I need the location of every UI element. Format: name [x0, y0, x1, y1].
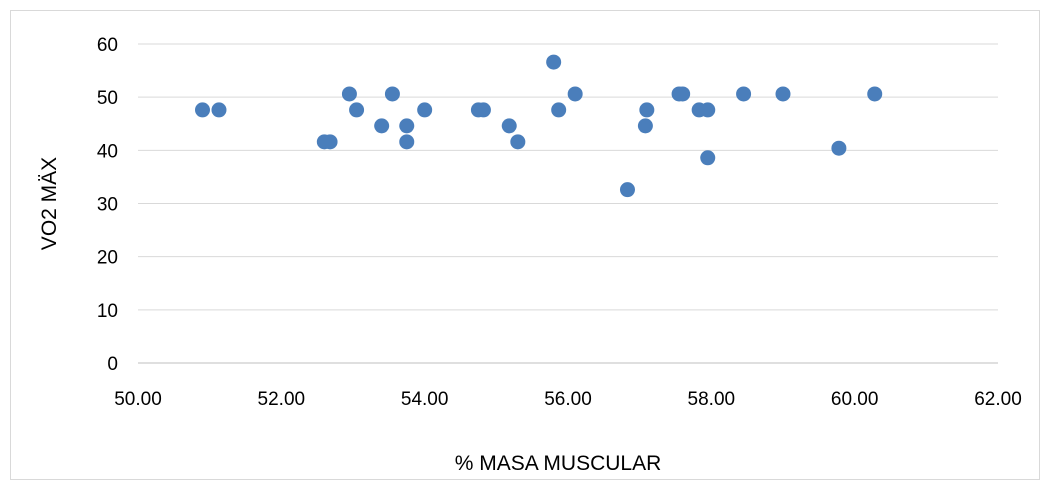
data-point-18: [619, 182, 635, 198]
x-axis-tick-labels: 50.00 52.00 54.00 56.00 58.00 60.00 62.00: [114, 389, 1022, 410]
data-point-12: [475, 102, 491, 118]
data-point-17: [567, 86, 583, 102]
x-axis-title: % MASA MUSCULAR: [455, 452, 662, 475]
y-tick-label: 0: [107, 354, 118, 375]
data-point-8: [399, 118, 415, 134]
data-point-3: [322, 134, 338, 150]
y-axis-tick-labels: 0 10 20 30 40 50 60: [97, 35, 118, 375]
data-point-16: [551, 102, 567, 118]
data-point-6: [374, 118, 390, 134]
data-point-20: [637, 118, 653, 134]
data-point-10: [417, 102, 433, 118]
y-tick-label: 30: [97, 195, 118, 216]
x-tick-label: 60.00: [831, 389, 879, 410]
data-point-25: [700, 150, 716, 166]
data-point-13: [501, 118, 517, 134]
y-tick-label: 60: [97, 35, 118, 56]
data-point-0: [195, 102, 210, 118]
data-point-7: [384, 86, 400, 102]
y-tick-label: 40: [97, 141, 118, 162]
chart-area: [10, 10, 1040, 480]
y-tick-label: 50: [97, 88, 118, 109]
data-point-26: [736, 86, 752, 102]
data-point-29: [867, 86, 883, 102]
x-tick-label: 54.00: [401, 389, 449, 410]
data-point-9: [399, 134, 415, 150]
data-point-27: [775, 86, 791, 102]
data-point-14: [510, 134, 526, 150]
data-point-15: [546, 54, 562, 70]
data-point-22: [675, 86, 691, 102]
data-point-4: [341, 86, 357, 102]
data-point-19: [639, 102, 655, 118]
y-tick-label: 20: [97, 248, 118, 269]
data-point-1: [211, 102, 227, 118]
y-axis-title: VO2 MÄX: [38, 157, 61, 250]
data-point-24: [700, 102, 716, 118]
x-tick-label: 58.00: [688, 389, 736, 410]
x-tick-label: 62.00: [974, 389, 1022, 410]
x-tick-label: 56.00: [544, 389, 592, 410]
x-tick-label: 52.00: [258, 389, 306, 410]
data-point-5: [349, 102, 365, 118]
y-tick-label: 10: [97, 301, 118, 322]
data-points: [195, 54, 883, 198]
data-point-28: [831, 140, 847, 156]
x-tick-label: 50.00: [114, 389, 162, 410]
gridlines: [138, 43, 998, 311]
